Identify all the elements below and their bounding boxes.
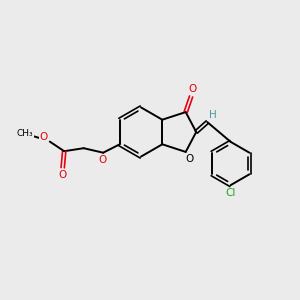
Text: O: O [39,132,47,142]
Text: O: O [58,170,67,180]
Text: CH₃: CH₃ [16,129,33,138]
Text: O: O [98,155,107,165]
Text: Cl: Cl [225,188,235,199]
Text: H: H [209,110,217,120]
Text: O: O [185,154,194,164]
Text: O: O [188,84,196,94]
